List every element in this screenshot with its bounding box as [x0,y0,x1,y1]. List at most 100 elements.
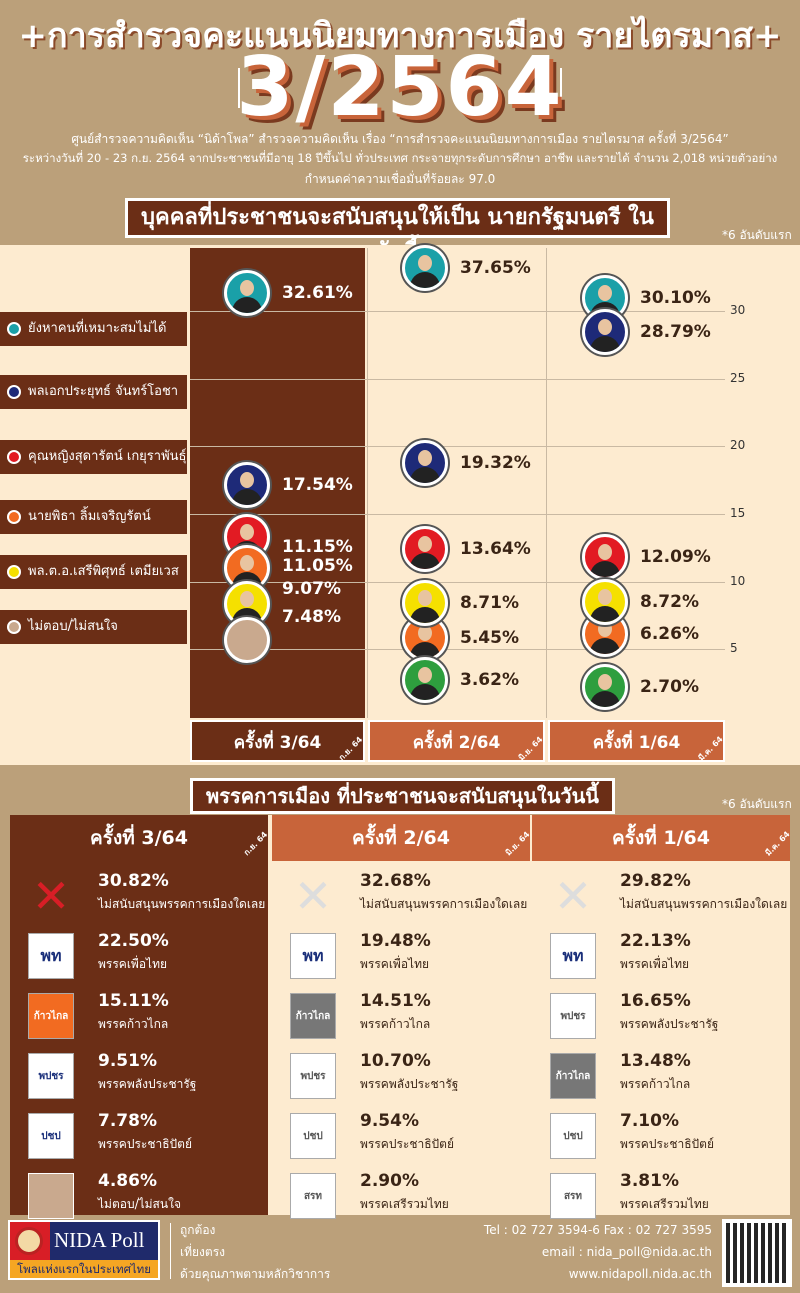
party-logo-icon: สรท [550,1173,596,1219]
party-column: ครั้งที่ 2/64 มิ.ย. 64 ✕ 32.68% ไม่สนับสนุนพ… [272,815,530,1219]
period-title: 3/2564 [236,40,564,135]
candidate-bubble [224,462,270,508]
subtitle-line: กำหนดค่าความเชื่อมั่นที่ร้อยละ 97.0 [304,172,496,186]
data-label: 3.62% [460,670,519,690]
x-icon: ✕ [553,869,593,923]
party-row: ก้าวไกล 14.51% พรรคก้าวไกล [272,987,530,1047]
legend-dot-icon [7,620,21,634]
legend-item: ไม่ตอบ/ไม่สนใจ [0,610,187,644]
party-column-header: ครั้งที่ 3/64 ก.ย. 64 [10,815,268,861]
data-label: 32.61% [282,283,353,303]
divider [560,68,562,108]
data-label: 28.79% [640,322,711,342]
legend-item: นายพิธา ลิ้มเจริญรัตน์ [0,500,187,534]
party-name: พรรคประชาธิปัตย์ [620,1137,714,1151]
column-tag: มี.ค. 64 [696,734,725,763]
party-row: 4.86% ไม่ตอบ/ไม่สนใจ [10,1167,268,1227]
party-column: ครั้งที่ 3/64 ก.ย. 64 ✕ 30.82% ไม่สนับสนุนพร… [10,815,268,1219]
column-divider [367,248,368,718]
column-footer-3-64: ครั้งที่ 3/64 ก.ย. 64 [190,720,365,762]
party-percent: 29.82% [620,871,691,891]
data-label: 8.71% [460,593,519,613]
party-percent: 9.54% [360,1111,419,1131]
candidate-bubble [582,309,628,355]
data-label: 8.72% [640,592,699,612]
gridline [190,513,725,515]
party-row: ก้าวไกล 13.48% พรรคก้าวไกล [532,1047,790,1107]
subtitle-line: ระหว่างวันที่ 20 - 23 ก.ย. 2564 จากประชา… [22,151,778,165]
seal-icon [10,1222,50,1260]
website-link[interactable]: www.nidapoll.nida.ac.th [568,1267,712,1281]
column-label: ครั้งที่ 2/64 [352,827,450,849]
party-logo-icon: พปชร [28,1053,74,1099]
data-label: 12.09% [640,547,711,567]
candidate-bubble [582,664,628,710]
legend-item: พลเอกประยุทธ์ จันทร์โอชา [0,375,187,409]
column-label: ครั้งที่ 1/64 [612,827,710,849]
party-percent: 7.10% [620,1111,679,1131]
party-row: ✕ 29.82% ไม่สนับสนุนพรรคการเมืองใดเลย [532,867,790,927]
column-tag: มิ.ย. 64 [503,829,530,858]
pm-section-note: *6 อันดับแรก [722,228,792,242]
data-label: 7.48% [282,607,341,627]
gridline [190,649,725,651]
party-percent: 16.65% [620,991,691,1011]
tel: Tel : 02 727 3594-6 Fax : 02 727 3595 [483,1223,712,1237]
footer: NIDA Poll โพลแห่งแรกในประเทศไทย ถูกต้อง … [0,1215,800,1293]
party-percent: 13.48% [620,1051,691,1071]
candidate-bubble [402,580,448,626]
party-logo-icon: พท [28,933,74,979]
gridline [190,581,725,583]
party-row: พปชร 10.70% พรรคพลังประชารัฐ [272,1047,530,1107]
party-name: พรรคพลังประชารัฐ [98,1077,197,1091]
party-logo-icon: ปชป [550,1113,596,1159]
party-row: พท 19.48% พรรคเพื่อไทย [272,927,530,987]
party-row: สรท 2.90% พรรคเสรีรวมไทย [272,1167,530,1227]
data-label: 5.45% [460,628,519,648]
motto: ด้วยคุณภาพตามหลักวิชาการ [180,1267,331,1281]
candidate-bubble [582,579,628,625]
legend-item: ยังหาคนที่เหมาะสมไม่ได้ [0,312,187,346]
legend-item: คุณหญิงสุดารัตน์ เกยุราพันธุ์ [0,440,187,474]
party-logo-icon: พปชร [290,1053,336,1099]
party-logo-icon: พปชร [550,993,596,1039]
legend-dot-icon [7,322,21,336]
candidate-bubble [224,617,270,663]
motto: เที่ยงตรง [180,1245,225,1259]
email-link[interactable]: email : nida_poll@nida.ac.th [541,1245,712,1259]
party-percent: 3.81% [620,1171,679,1191]
legend-dot-icon [7,385,21,399]
logo-text: NIDA Poll [54,1228,145,1252]
column-label: ครั้งที่ 2/64 [412,733,501,753]
party-percent: 15.11% [98,991,169,1011]
party-row: ปชป 7.10% พรรคประชาธิปัตย์ [532,1107,790,1167]
legend-dot-icon [7,565,21,579]
mottos: ถูกต้อง เที่ยงตรง ด้วยคุณภาพตามหลักวิชาก… [180,1219,330,1285]
y-tick-label: 5 [730,641,738,656]
nida-poll-logo: NIDA Poll โพลแห่งแรกในประเทศไทย [8,1220,160,1280]
gridline [190,311,725,312]
candidate-bubble [402,440,448,486]
legend-dot-icon [7,510,21,524]
qr-code[interactable] [722,1219,792,1287]
logo-tagline: โพลแห่งแรกในประเทศไทย [10,1260,158,1278]
subtitle-line: ศูนย์สำรวจความคิดเห็น “นิด้าโพล” สำรวจคว… [71,132,729,146]
candidate-bubble [402,526,448,572]
party-name: พรรคเพื่อไทย [98,957,168,971]
column-tag: ก.ย. 64 [242,830,268,858]
candidate-bubble [402,245,448,291]
party-name: พรรคพลังประชารัฐ [360,1077,459,1091]
pm-chart: 30 25 20 15 10 5 ยังหาคนที่เหมาะสมไม่ได้ พลเอก… [0,245,800,765]
candidate-bubble [402,657,448,703]
party-percent: 19.48% [360,931,431,951]
party-row: ปชป 9.54% พรรคประชาธิปัตย์ [272,1107,530,1167]
column-footer-2-64: ครั้งที่ 2/64 มิ.ย. 64 [368,720,545,762]
y-tick-label: 20 [730,438,746,453]
legend-dot-icon [7,450,21,464]
party-column-header: ครั้งที่ 2/64 มิ.ย. 64 [272,815,530,861]
party-percent: 9.51% [98,1051,157,1071]
contact: Tel : 02 727 3594-6 Fax : 02 727 3595 em… [484,1219,712,1285]
party-percent: 14.51% [360,991,431,1011]
legend-label: ยังหาคนที่เหมาะสมไม่ได้ [28,321,167,336]
party-row: พท 22.50% พรรคเพื่อไทย [10,927,268,987]
